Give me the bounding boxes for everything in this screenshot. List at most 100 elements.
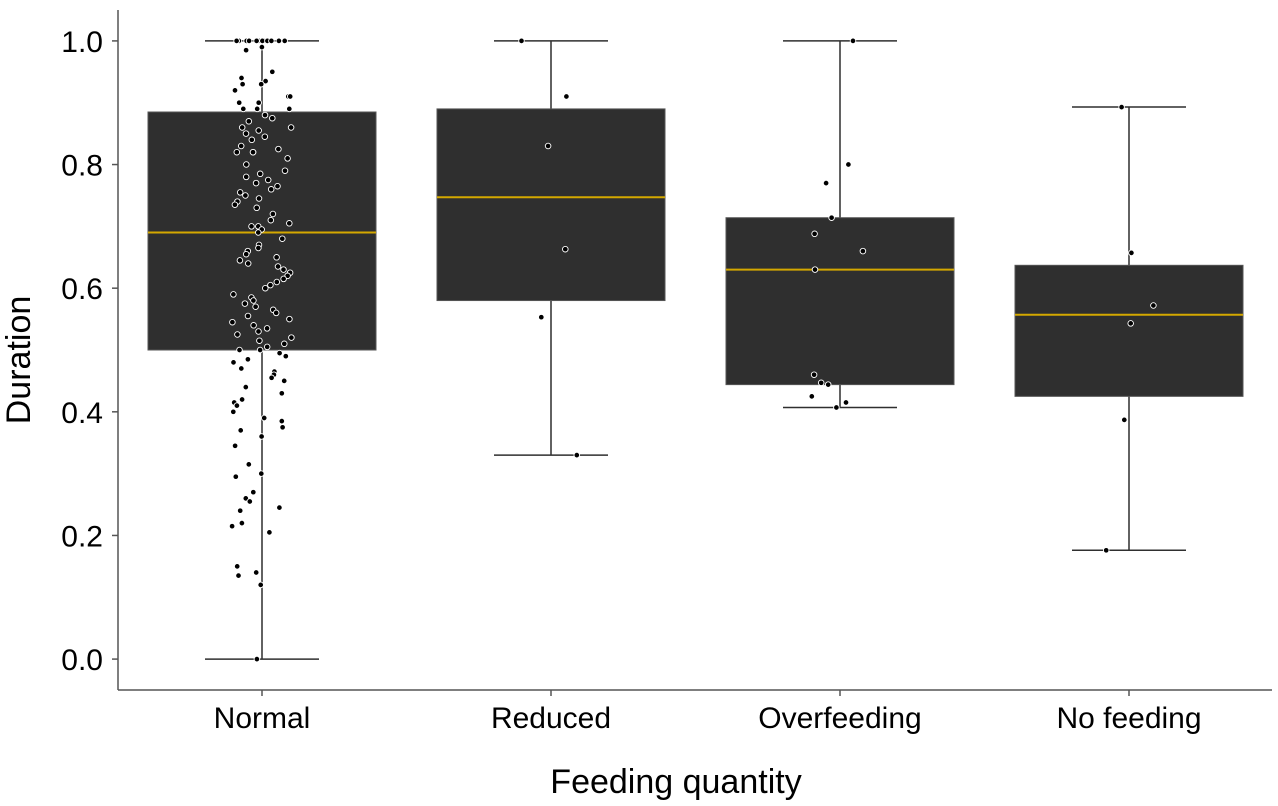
- data-point: [240, 81, 246, 87]
- data-point: [245, 357, 251, 363]
- data-point: [253, 180, 259, 186]
- x-tick-label: Overfeeding: [758, 702, 921, 735]
- data-point: [265, 177, 271, 183]
- data-point: [281, 378, 287, 384]
- data-point: [1128, 321, 1134, 327]
- data-point: [254, 106, 260, 112]
- data-point: [239, 397, 245, 403]
- data-point: [276, 38, 282, 44]
- data-point: [843, 400, 849, 406]
- data-point: [243, 174, 249, 180]
- data-point: [264, 326, 270, 332]
- data-point: [231, 409, 237, 415]
- data-point: [257, 171, 263, 177]
- data-point: [235, 332, 241, 338]
- data-point: [834, 405, 840, 411]
- data-point: [239, 75, 245, 81]
- data-point: [262, 112, 268, 118]
- data-point: [825, 382, 831, 388]
- y-tick-label: 0.6: [61, 273, 103, 306]
- data-point: [256, 196, 262, 202]
- data-point: [258, 582, 264, 588]
- box-overfeeding: [726, 218, 954, 385]
- x-ticks: Normal Reduced Overfeeding No feeding: [214, 690, 1202, 735]
- data-point: [270, 115, 276, 121]
- data-point: [287, 221, 293, 227]
- data-point: [251, 489, 257, 495]
- data-point: [231, 292, 237, 298]
- data-point: [232, 202, 238, 208]
- data-point: [270, 69, 276, 75]
- data-point: [275, 183, 281, 189]
- data-point: [246, 119, 252, 125]
- data-point: [539, 314, 545, 320]
- data-point: [238, 428, 244, 434]
- data-point: [239, 366, 245, 372]
- data-point: [277, 505, 283, 511]
- x-tick-label: Normal: [214, 702, 311, 735]
- data-point: [254, 38, 260, 44]
- data-point: [234, 403, 240, 409]
- data-point: [282, 168, 288, 174]
- data-point: [249, 137, 255, 143]
- boxes: [148, 41, 1243, 659]
- data-point: [263, 285, 269, 291]
- y-tick-label: 0.2: [61, 520, 103, 553]
- data-point: [287, 316, 293, 322]
- data-point: [257, 338, 263, 344]
- y-tick-label: 0.8: [61, 150, 103, 183]
- data-point: [245, 261, 251, 267]
- data-point: [281, 276, 287, 282]
- data-point: [259, 44, 265, 50]
- data-point: [574, 452, 580, 458]
- data-point: [261, 415, 267, 421]
- data-point: [247, 499, 253, 505]
- data-point: [237, 190, 243, 196]
- data-point: [275, 264, 281, 270]
- data-point: [850, 38, 856, 44]
- data-point: [823, 180, 829, 186]
- data-point: [251, 298, 257, 304]
- data-point: [279, 391, 285, 397]
- data-point: [242, 301, 248, 307]
- data-point: [279, 418, 285, 424]
- y-tick-label: 1.0: [61, 26, 103, 59]
- data-point: [1119, 104, 1125, 110]
- data-point: [238, 143, 244, 149]
- data-point: [262, 134, 268, 140]
- data-point: [246, 38, 252, 44]
- y-ticks: 0.0 0.2 0.4 0.6 0.8 1.0: [61, 26, 118, 677]
- x-tick-label: Reduced: [491, 702, 611, 735]
- data-point: [289, 335, 295, 341]
- data-point: [1122, 417, 1128, 423]
- data-point: [243, 384, 249, 390]
- data-point: [246, 462, 252, 468]
- data-point: [285, 156, 291, 162]
- data-point: [267, 530, 273, 536]
- data-point: [239, 520, 245, 526]
- data-point: [280, 425, 286, 431]
- data-point: [258, 81, 264, 87]
- data-point: [243, 131, 249, 137]
- data-point: [253, 304, 259, 310]
- data-point: [1103, 548, 1109, 554]
- data-point: [249, 224, 255, 230]
- y-tick-label: 0.4: [61, 397, 103, 430]
- data-point: [264, 344, 270, 350]
- data-point: [276, 146, 282, 152]
- data-point: [519, 38, 525, 44]
- data-point: [812, 231, 818, 237]
- data-point: [259, 434, 265, 440]
- data-point: [277, 350, 283, 356]
- box-plot: 0.00.20.40.60.81.0 Normal Reduced Overfeed…: [0, 0, 1278, 806]
- data-point: [256, 100, 262, 106]
- box-reduced: [437, 109, 665, 301]
- data-point: [245, 313, 251, 319]
- data-point: [268, 282, 274, 288]
- data-point: [233, 474, 239, 480]
- data-point: [564, 94, 570, 100]
- data-point: [232, 88, 238, 94]
- data-point: [230, 319, 236, 325]
- data-point: [236, 100, 242, 106]
- x-tick-label: No feeding: [1056, 702, 1201, 735]
